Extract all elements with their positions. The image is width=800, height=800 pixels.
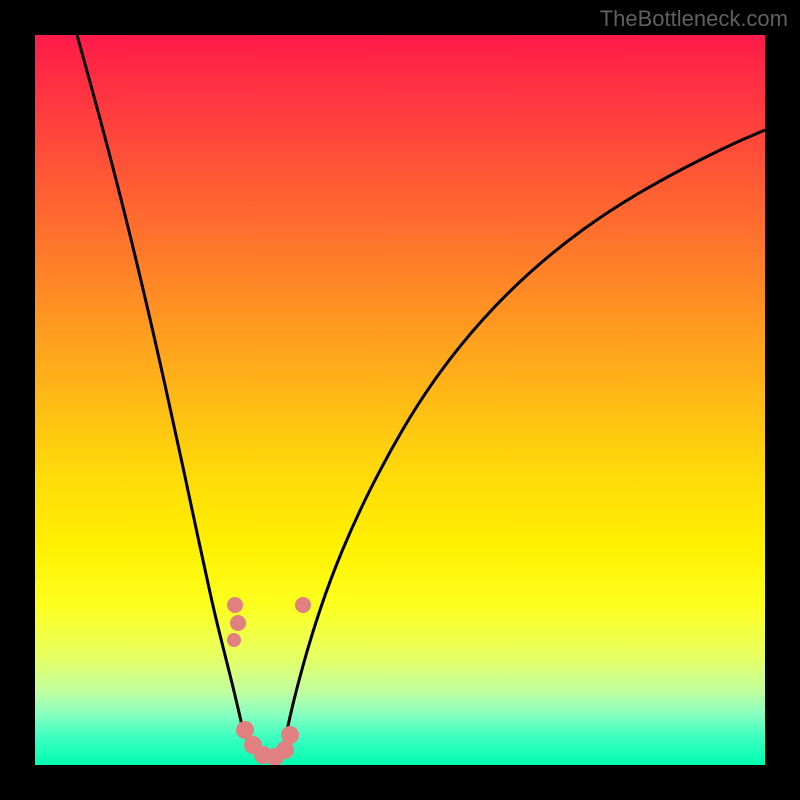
chart-plot-area: [35, 35, 765, 765]
bottleneck-curve-left: [77, 35, 243, 730]
bottleneck-curve-right: [287, 130, 765, 730]
chart-marker: [227, 597, 243, 613]
chart-marker: [281, 726, 299, 744]
chart-curves-svg: [35, 35, 765, 765]
chart-marker: [295, 597, 311, 613]
chart-marker: [227, 633, 241, 647]
chart-marker: [230, 615, 246, 631]
watermark-text: TheBottleneck.com: [600, 6, 788, 32]
